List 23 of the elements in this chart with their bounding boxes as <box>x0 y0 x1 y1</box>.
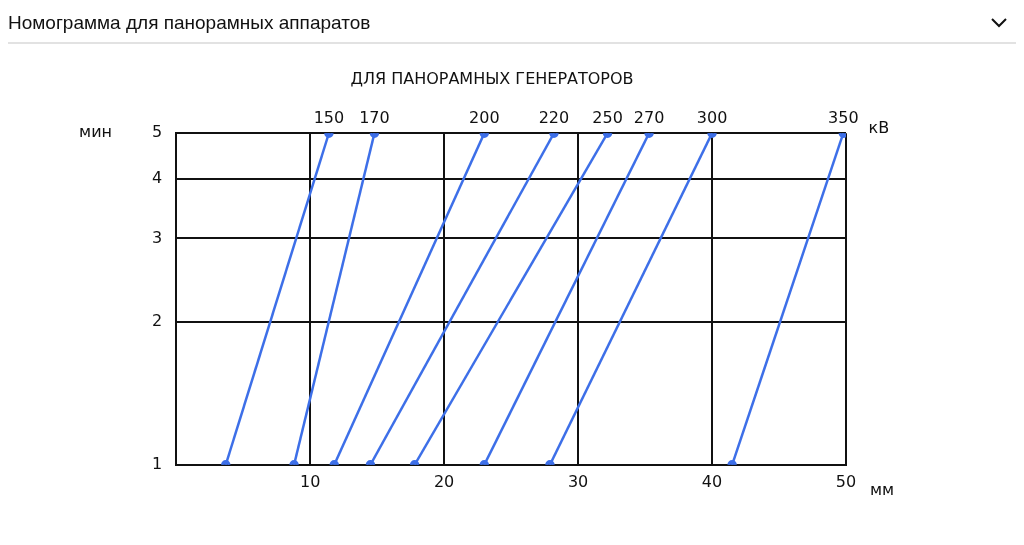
y-tick-label: 3 <box>151 227 163 247</box>
series-label: 150 <box>313 108 345 128</box>
x-axis-title: мм <box>870 479 895 499</box>
x-tick-label: 10 <box>299 471 321 491</box>
series-label: 270 <box>633 108 665 128</box>
series-label: 350 <box>828 108 859 128</box>
chart-subtitle: ДЛЯ ПАНОРАМНЫХ ГЕНЕРАТОРОВ <box>350 68 634 88</box>
chart-title: Номограмма для панорамных аппаратов <box>8 12 371 34</box>
series-label: 220 <box>538 108 570 128</box>
series-label: 200 <box>469 108 500 128</box>
y-tick-label: 4 <box>151 168 163 188</box>
x-tick-label: 30 <box>567 471 589 491</box>
y-tick-label: 5 <box>151 122 163 142</box>
y-axis-title: мин <box>79 122 112 142</box>
series-label: 250 <box>592 108 623 128</box>
text: кВ <box>868 118 890 138</box>
x-tick-label: 40 <box>701 471 723 491</box>
series-label: 300 <box>696 108 728 128</box>
series-label: 170 <box>359 108 390 128</box>
y-tick-label: 1 <box>151 453 163 473</box>
y-tick-label: 2 <box>151 311 163 331</box>
x-tick-label: 20 <box>433 471 455 491</box>
x-tick-label: 50 <box>835 471 857 491</box>
